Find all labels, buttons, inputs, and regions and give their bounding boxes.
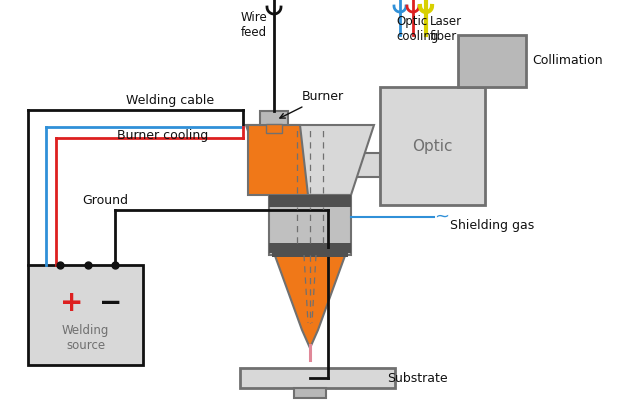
Text: Burner: Burner: [280, 90, 344, 118]
Bar: [269, 243, 351, 253]
Text: Welding cable: Welding cable: [126, 94, 214, 107]
Text: Optic: Optic: [412, 139, 453, 153]
Text: Welding
source: Welding source: [62, 324, 109, 352]
Text: −: −: [99, 289, 122, 317]
Bar: [351, 153, 380, 177]
Polygon shape: [248, 125, 308, 195]
Bar: [240, 368, 395, 388]
Text: Wire
feed: Wire feed: [241, 11, 267, 39]
Polygon shape: [246, 125, 374, 195]
Text: Ground: Ground: [82, 194, 128, 207]
Bar: [380, 87, 485, 205]
Text: ~: ~: [435, 208, 450, 226]
Bar: [272, 249, 348, 257]
Text: Burner cooling: Burner cooling: [117, 129, 209, 142]
Text: +: +: [60, 289, 83, 317]
Text: Collimation: Collimation: [532, 55, 603, 68]
Bar: [266, 124, 282, 133]
Bar: [260, 111, 288, 125]
Bar: [28, 265, 143, 365]
Bar: [458, 35, 526, 87]
Text: Optic
cooling: Optic cooling: [396, 15, 438, 43]
Text: Shielding gas: Shielding gas: [450, 219, 534, 232]
Bar: [269, 195, 351, 207]
Text: Substrate: Substrate: [387, 372, 448, 384]
Bar: [269, 195, 351, 255]
Polygon shape: [274, 253, 346, 348]
Bar: [294, 388, 326, 398]
Text: Laser
fiber: Laser fiber: [430, 15, 462, 43]
